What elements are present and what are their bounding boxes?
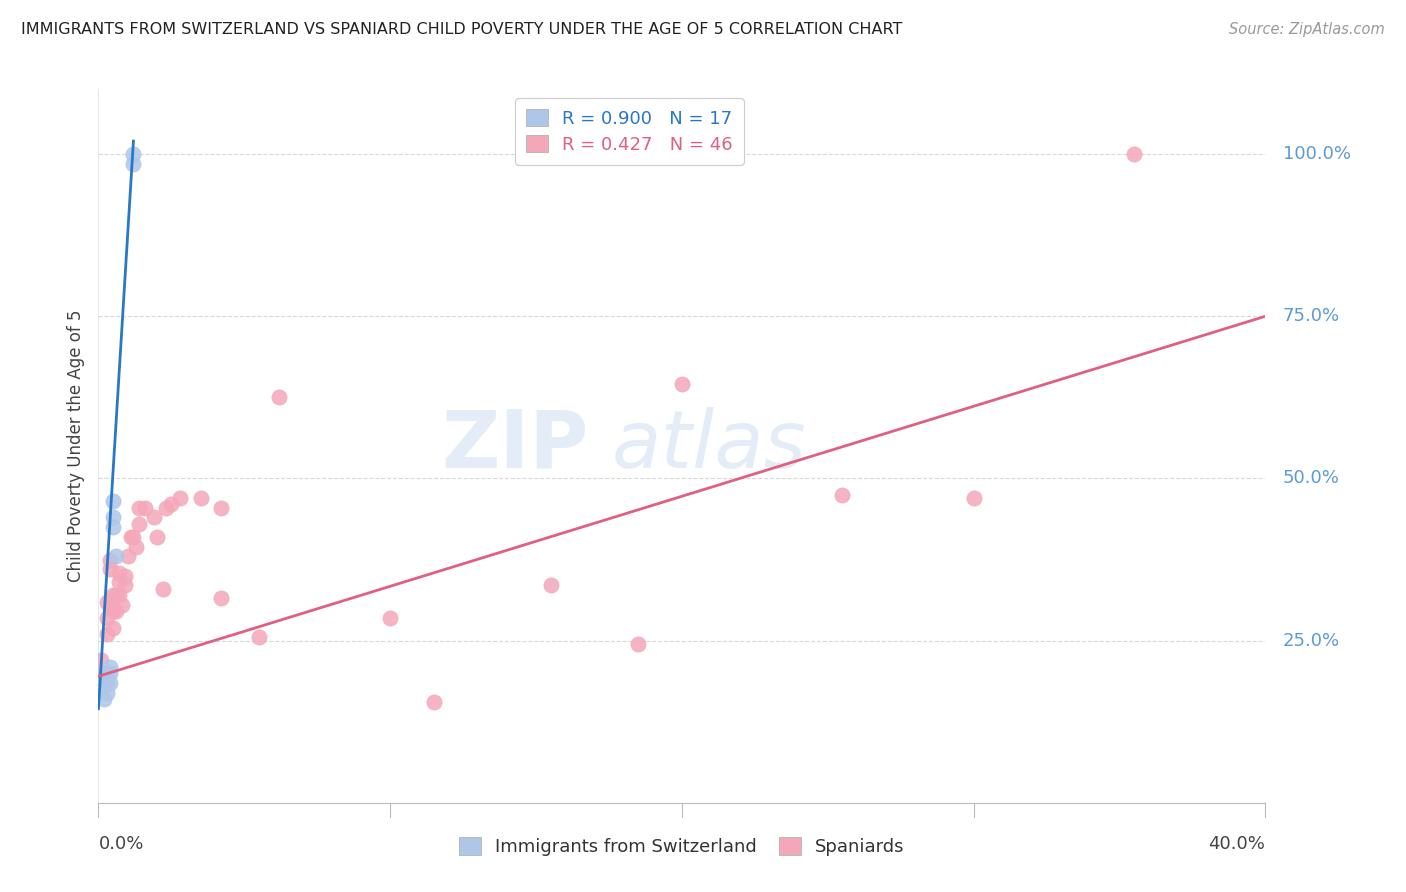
Point bbox=[91, 669, 114, 683]
Point bbox=[98, 675, 121, 690]
Point bbox=[247, 631, 270, 645]
Point bbox=[269, 390, 291, 404]
Text: 75.0%: 75.0% bbox=[1282, 307, 1340, 326]
Point bbox=[108, 575, 131, 590]
Point bbox=[96, 595, 118, 609]
Text: Source: ZipAtlas.com: Source: ZipAtlas.com bbox=[1229, 22, 1385, 37]
Point bbox=[190, 491, 212, 505]
Point bbox=[540, 578, 562, 592]
Point bbox=[101, 588, 124, 602]
Point bbox=[93, 679, 115, 693]
Point bbox=[142, 510, 165, 524]
Point bbox=[962, 491, 984, 505]
Text: IMMIGRANTS FROM SWITZERLAND VS SPANIARD CHILD POVERTY UNDER THE AGE OF 5 CORRELA: IMMIGRANTS FROM SWITZERLAND VS SPANIARD … bbox=[21, 22, 903, 37]
Legend: Immigrants from Switzerland, Spaniards: Immigrants from Switzerland, Spaniards bbox=[450, 829, 914, 865]
Text: atlas: atlas bbox=[612, 407, 807, 485]
Point bbox=[128, 500, 150, 515]
Point bbox=[96, 669, 118, 683]
Y-axis label: Child Poverty Under the Age of 5: Child Poverty Under the Age of 5 bbox=[66, 310, 84, 582]
Point bbox=[98, 552, 121, 566]
Point bbox=[104, 549, 127, 564]
Point bbox=[155, 500, 177, 515]
Point bbox=[108, 566, 131, 580]
Point bbox=[104, 588, 127, 602]
Point bbox=[93, 666, 115, 681]
Text: 25.0%: 25.0% bbox=[1282, 632, 1340, 649]
Point bbox=[90, 682, 112, 697]
Point bbox=[120, 530, 142, 544]
Point bbox=[209, 591, 232, 606]
Point bbox=[101, 494, 124, 508]
Point bbox=[98, 666, 121, 681]
Point bbox=[98, 659, 121, 673]
Point bbox=[101, 520, 124, 534]
Text: 40.0%: 40.0% bbox=[1209, 835, 1265, 853]
Point bbox=[93, 666, 115, 681]
Point bbox=[146, 530, 169, 544]
Point bbox=[104, 604, 127, 618]
Point bbox=[96, 685, 118, 699]
Point bbox=[96, 675, 118, 690]
Text: 0.0%: 0.0% bbox=[98, 835, 143, 853]
Point bbox=[111, 598, 134, 612]
Point bbox=[101, 510, 124, 524]
Point bbox=[98, 601, 121, 615]
Point bbox=[831, 488, 853, 502]
Point bbox=[98, 562, 121, 576]
Point bbox=[128, 516, 150, 531]
Point bbox=[101, 604, 124, 618]
Point bbox=[134, 500, 156, 515]
Point bbox=[114, 578, 136, 592]
Point bbox=[93, 692, 115, 706]
Point bbox=[96, 627, 118, 641]
Point bbox=[423, 695, 446, 709]
Point bbox=[1123, 147, 1146, 161]
Point bbox=[96, 611, 118, 625]
Point bbox=[152, 582, 174, 596]
Point bbox=[117, 549, 139, 564]
Point bbox=[90, 653, 112, 667]
Text: ZIP: ZIP bbox=[441, 407, 589, 485]
Point bbox=[627, 637, 650, 651]
Point bbox=[209, 500, 232, 515]
Point bbox=[93, 669, 115, 683]
Point bbox=[125, 540, 148, 554]
Point bbox=[122, 147, 145, 161]
Text: 100.0%: 100.0% bbox=[1282, 145, 1351, 163]
Text: 50.0%: 50.0% bbox=[1282, 469, 1340, 487]
Point bbox=[101, 621, 124, 635]
Point bbox=[378, 611, 402, 625]
Point bbox=[114, 568, 136, 582]
Point bbox=[671, 377, 693, 392]
Point bbox=[169, 491, 191, 505]
Point bbox=[108, 588, 131, 602]
Point bbox=[122, 157, 145, 171]
Point bbox=[160, 497, 183, 511]
Point bbox=[122, 530, 145, 544]
